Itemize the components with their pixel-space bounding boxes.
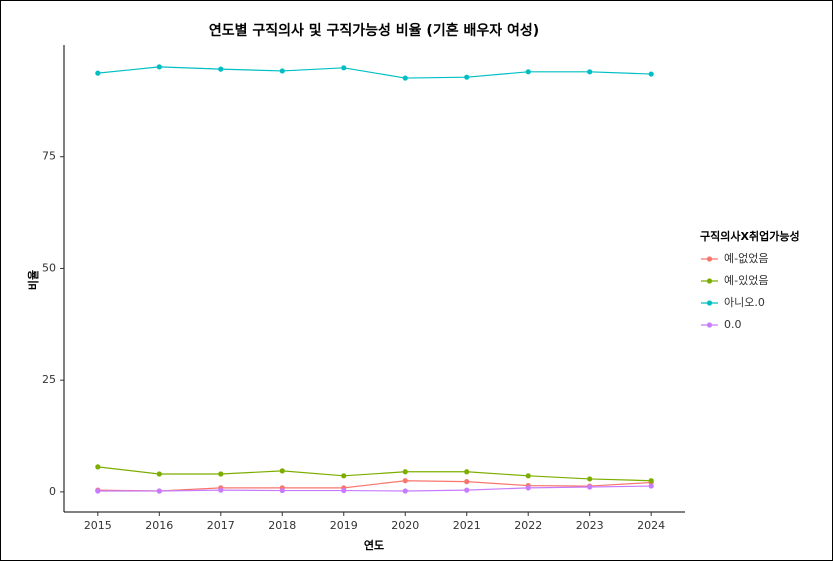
series-line	[97, 480, 652, 492]
data-point	[648, 478, 654, 484]
data-point	[95, 70, 101, 76]
data-point	[464, 487, 470, 493]
x-tick-label: 2024	[637, 519, 665, 532]
x-tick-label: 2019	[330, 519, 358, 532]
data-point	[464, 74, 470, 80]
y-tick-label: 0	[49, 485, 56, 498]
series-line	[97, 466, 652, 482]
data-point	[218, 471, 224, 477]
y-tick-label: 25	[42, 373, 56, 386]
data-point	[156, 488, 162, 494]
data-point	[525, 69, 531, 75]
data-point	[402, 469, 408, 475]
data-point	[402, 75, 408, 81]
data-point	[525, 473, 531, 479]
x-tick-label: 2018	[268, 519, 296, 532]
data-point	[279, 68, 285, 74]
data-point	[341, 473, 347, 479]
data-point	[587, 476, 593, 482]
x-axis-label: 연도	[364, 538, 384, 552]
x-tick-label: 2023	[576, 519, 604, 532]
data-point	[464, 469, 470, 475]
x-tick-label: 2016	[145, 519, 173, 532]
legend-key-point	[706, 256, 713, 262]
data-point	[525, 485, 531, 491]
y-tick-label: 50	[42, 261, 56, 274]
data-point	[218, 487, 224, 493]
x-tick-label: 2017	[207, 519, 235, 532]
data-point	[402, 478, 408, 484]
data-point	[402, 488, 408, 494]
y-axis-label: 비율	[26, 270, 40, 290]
data-point	[279, 468, 285, 474]
data-point	[279, 487, 285, 494]
y-tick-label: 75	[42, 150, 56, 163]
data-point	[341, 487, 347, 494]
legend-key-point	[706, 322, 713, 328]
legend-label: 아니오.0	[724, 296, 765, 309]
legend-label: 예-있었음	[724, 274, 768, 287]
series-line	[97, 66, 652, 79]
data-point	[464, 479, 470, 485]
chart-title: 연도별 구직의사 및 구직가능성 비율 (기혼 배우자 여성)	[209, 22, 539, 39]
data-point	[95, 464, 101, 470]
data-point	[648, 483, 654, 489]
legend-label: 예-없었음	[724, 252, 768, 265]
legend-title: 구직의사X취업가능성	[700, 229, 800, 243]
x-tick-label: 2020	[391, 519, 419, 532]
legend-key-point	[706, 300, 713, 306]
data-point	[341, 65, 347, 71]
data-point	[587, 69, 593, 75]
legend-key-point	[706, 278, 713, 284]
data-point	[648, 71, 654, 77]
data-point	[156, 471, 162, 477]
x-tick-label: 2015	[84, 519, 112, 532]
x-tick-label: 2022	[514, 519, 542, 532]
legend-label: 0.0	[724, 318, 742, 331]
data-point	[156, 64, 162, 70]
data-point	[587, 484, 593, 490]
data-point	[95, 488, 101, 494]
series-line	[97, 485, 652, 492]
x-tick-label: 2021	[453, 519, 481, 532]
data-point	[218, 66, 224, 72]
